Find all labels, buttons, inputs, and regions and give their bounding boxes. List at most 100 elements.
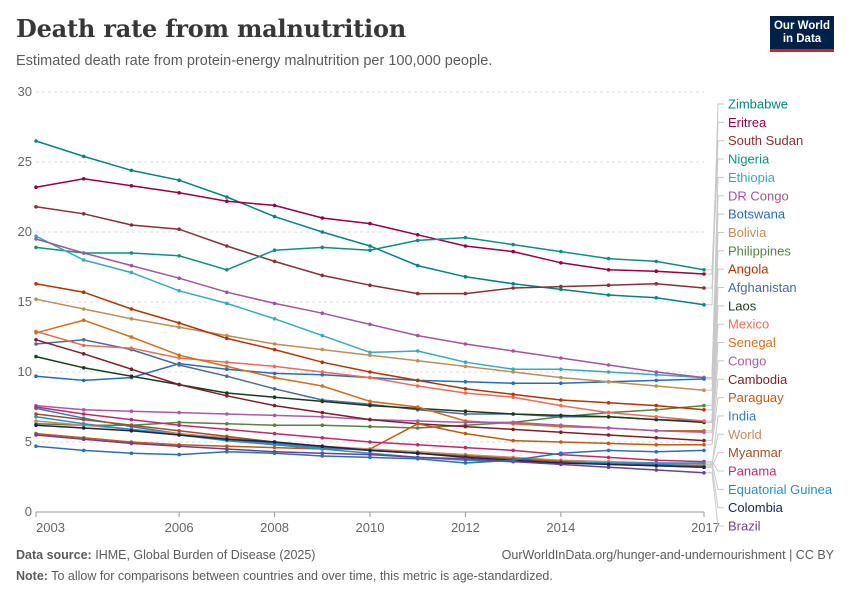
data-point [415,419,420,423]
data-point [415,457,420,461]
data-point [463,387,468,391]
data-point [272,248,277,252]
data-point [272,445,277,450]
data-point [225,412,229,416]
data-point [606,448,611,453]
data-point [272,440,277,444]
data-point [225,333,229,338]
data-point [511,370,515,374]
legend-connector [706,415,724,467]
data-point [225,434,229,439]
data-point [368,221,372,226]
data-point [654,373,659,377]
legend-connector [706,305,724,423]
data-point [702,419,706,423]
data-point [129,451,134,456]
data-point [81,318,86,323]
y-axis-ticks: 0 5 10 15 20 25 30 [18,84,32,519]
data-point [320,347,325,352]
data-point [81,251,86,255]
data-point [654,259,659,264]
data-point [606,426,611,430]
data-point [368,455,372,460]
legend-label: Cambodia [728,372,788,387]
data-point [702,268,706,272]
data-point [225,290,229,295]
data-point [225,391,229,395]
data-point [368,375,372,380]
data-point [129,374,134,379]
x-tick-label: 2017 [691,520,720,535]
data-point [320,447,325,451]
data-point [34,342,38,346]
data-point [320,410,325,415]
data-point [463,409,468,414]
logo-line-1: Our World [773,20,830,32]
data-point [177,452,181,457]
data-point [81,307,86,311]
y-tick-label: 15 [18,294,32,309]
legend-label: Laos [728,298,757,313]
data-point [559,403,563,408]
data-point [559,284,563,289]
legend-connectors [706,103,724,527]
data-point [272,301,277,306]
data-point [511,448,515,453]
data-point [463,360,468,365]
data-point [129,307,134,311]
data-point [129,417,134,422]
x-tick-label: 2003 [36,520,65,535]
data-point [225,199,229,203]
data-point [702,272,706,276]
data-point [463,420,468,425]
legend-label: Philippines [728,243,791,258]
data-point [654,269,659,274]
legend-label: Angola [728,262,769,277]
data-point [511,427,515,432]
data-point [225,444,229,449]
data-point [654,296,659,300]
data-point [415,238,420,243]
legend-connector [706,462,724,490]
y-tick-label: 30 [18,84,32,99]
owid-logo[interactable]: Our World in Data [770,16,834,52]
chart-title: Death rate from malnutrition [16,14,407,43]
data-point [34,139,38,143]
data-point [654,461,659,465]
x-tick-label: 2012 [451,520,480,535]
data-point [511,420,515,425]
legend-label: Paraguay [728,390,784,405]
data-point [463,342,468,346]
data-point [702,403,706,408]
data-point [511,367,515,372]
data-point [272,423,277,428]
legend-label: India [728,408,757,423]
data-point [81,366,86,370]
data-point [34,237,38,241]
data-point [606,465,611,470]
data-point [272,451,277,456]
data-point [34,245,38,250]
source-url[interactable]: OurWorldInData.org/hunger-and-undernouri… [501,548,834,562]
data-point [654,378,659,383]
data-point [272,347,277,352]
data-point [606,410,611,415]
data-point [129,409,134,414]
data-point [606,283,611,288]
legend: Zimbabwe Eritrea South Sudan Nigeria Ethiopi… [728,97,833,534]
data-point [415,333,420,338]
data-point [368,353,372,358]
data-point [177,444,181,449]
data-point [177,429,181,433]
data-point [654,458,659,463]
data-point [463,391,468,395]
data-point [81,343,86,348]
data-point [81,352,86,356]
data-point [177,433,181,437]
data-point [702,286,706,290]
data-point [415,378,420,383]
data-point [225,195,229,199]
data-point [177,325,181,330]
data-point [129,251,134,255]
data-point [320,230,325,234]
